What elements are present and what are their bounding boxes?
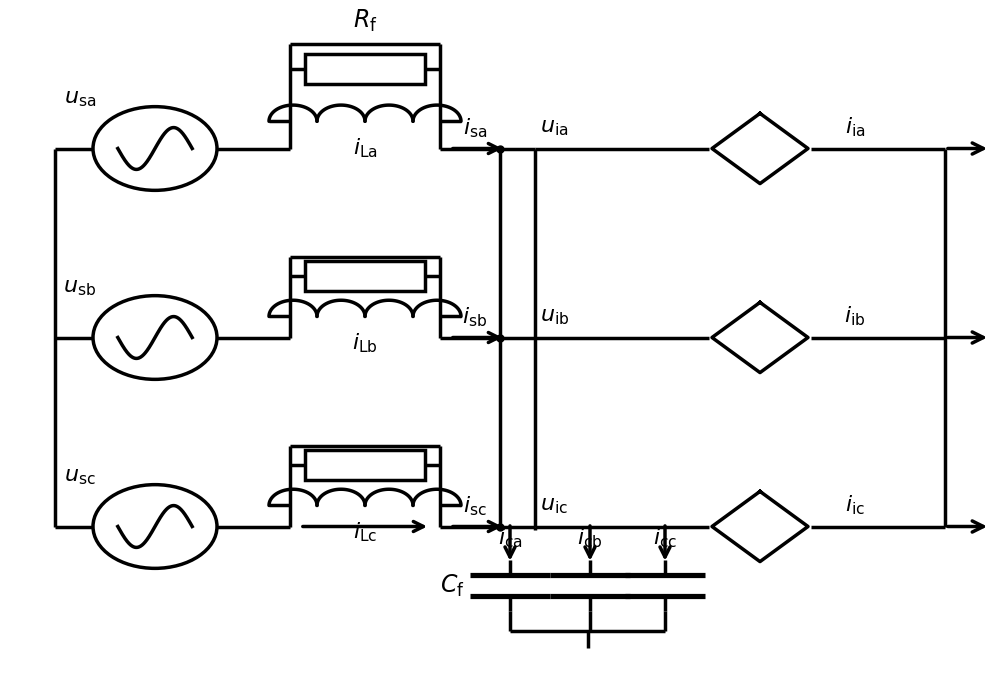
FancyBboxPatch shape [305,450,425,480]
Text: $i_\mathrm{ia}$: $i_\mathrm{ia}$ [845,115,865,138]
Text: $i_\mathrm{Lb}$: $i_\mathrm{Lb}$ [352,331,378,355]
Text: $u_\mathrm{ib}$: $u_\mathrm{ib}$ [540,305,569,327]
Text: $i_\mathrm{ic}$: $i_\mathrm{ic}$ [845,493,865,516]
Text: $u_\mathrm{sc}$: $u_\mathrm{sc}$ [64,465,96,487]
Text: $i_\mathrm{La}$: $i_\mathrm{La}$ [353,136,377,160]
Text: $C_\mathrm{f}$: $C_\mathrm{f}$ [440,572,465,599]
Text: $u_\mathrm{ia}$: $u_\mathrm{ia}$ [540,116,569,138]
Text: $i_\mathrm{Lc}$: $i_\mathrm{Lc}$ [353,520,377,544]
Text: $i_\mathrm{sc}$: $i_\mathrm{sc}$ [463,495,487,518]
Text: $L_\mathrm{f}$: $L_\mathrm{f}$ [355,460,375,483]
Text: $u_\mathrm{sb}$: $u_\mathrm{sb}$ [63,276,97,298]
Text: $i_\mathrm{ca}$: $i_\mathrm{ca}$ [498,527,522,550]
Text: $i_\mathrm{sa}$: $i_\mathrm{sa}$ [463,117,487,140]
FancyBboxPatch shape [305,261,425,291]
Text: $u_\mathrm{sa}$: $u_\mathrm{sa}$ [64,87,96,109]
Text: $i_\mathrm{cc}$: $i_\mathrm{cc}$ [653,527,677,550]
FancyBboxPatch shape [305,54,425,84]
Text: $u_\mathrm{ic}$: $u_\mathrm{ic}$ [540,494,568,516]
Text: $i_\mathrm{cb}$: $i_\mathrm{cb}$ [577,527,603,550]
Text: $R_\mathrm{f}$: $R_\mathrm{f}$ [353,7,377,34]
Text: $i_\mathrm{sb}$: $i_\mathrm{sb}$ [462,306,488,329]
Text: $i_\mathrm{ib}$: $i_\mathrm{ib}$ [844,304,866,327]
